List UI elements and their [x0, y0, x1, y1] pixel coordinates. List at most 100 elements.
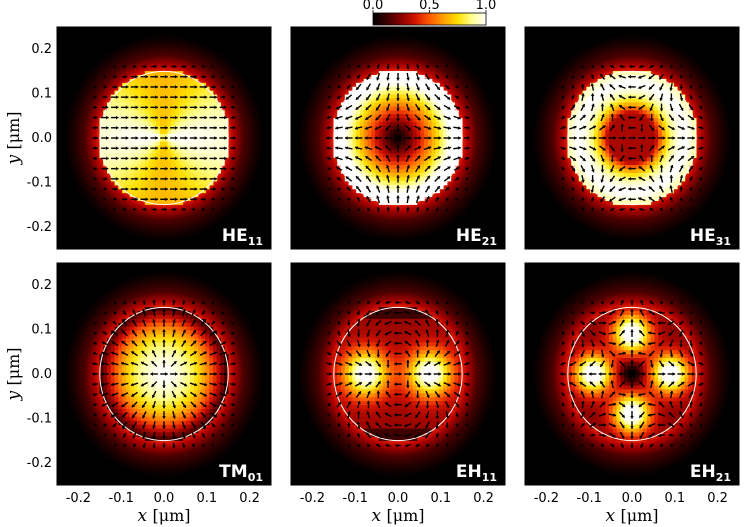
field-arrowhead: [194, 74, 197, 79]
field-arrowhead: [358, 362, 362, 366]
field-arrowhead: [115, 166, 119, 171]
field-arrowhead: [230, 322, 234, 326]
field-arrowhead: [454, 198, 458, 202]
field-arrowhead: [621, 414, 625, 418]
field-arrowhead: [698, 188, 703, 192]
field-arrowhead: [466, 125, 470, 130]
field-arrowhead: [464, 331, 468, 336]
field-arrowhead: [561, 116, 566, 120]
field-arrowhead: [570, 353, 574, 357]
field-arrowhead: [193, 393, 197, 397]
field-arrowhead: [142, 329, 146, 333]
field-arrowhead: [689, 85, 693, 89]
field-arrowhead: [670, 64, 674, 68]
field-arrow: [700, 444, 702, 447]
field-arrowhead: [396, 108, 400, 112]
field-arrowhead: [231, 177, 235, 181]
field-arrowhead: [335, 146, 339, 150]
field-arrowhead: [384, 433, 388, 437]
field-arrowhead: [445, 425, 450, 428]
field-arrowhead: [639, 381, 643, 385]
field-arrowhead: [669, 107, 674, 111]
field-arrowhead: [326, 146, 330, 151]
field-arrowhead: [692, 372, 695, 376]
field-arrowhead: [436, 96, 441, 100]
field-arrowhead: [232, 115, 236, 120]
field-arrowhead: [404, 320, 408, 325]
field-arrowhead: [570, 321, 575, 325]
field-arrowhead: [231, 187, 234, 191]
field-arrowhead: [336, 95, 341, 99]
field-arrowhead: [165, 74, 168, 79]
field-arrowhead: [426, 96, 430, 101]
mode-name: HE: [690, 226, 716, 246]
field-arrowhead: [162, 299, 166, 303]
field-arrowhead: [376, 390, 381, 394]
field-arrowhead: [94, 105, 98, 110]
field-arrowhead: [155, 85, 158, 89]
field-arrowhead: [132, 414, 136, 418]
panel-eh21: EH21: [524, 262, 740, 486]
field-arrowhead: [563, 136, 566, 140]
field-arrowhead: [211, 64, 215, 69]
field-arrowhead: [172, 309, 176, 312]
field-arrowhead: [155, 156, 158, 161]
field-arrowhead: [619, 64, 623, 69]
field-arrowhead: [405, 350, 409, 354]
field-arrowhead: [111, 351, 115, 355]
field-arrowhead: [184, 74, 188, 79]
field-arrowhead: [699, 167, 703, 171]
field-arrowhead: [425, 434, 429, 438]
field-arrowhead: [560, 424, 565, 428]
field-arrowhead: [591, 65, 595, 69]
field-arrowhead: [601, 301, 605, 305]
field-arrowhead: [570, 310, 574, 314]
field-arrowhead: [601, 114, 605, 118]
field-arrowhead: [426, 350, 430, 354]
field-arrowhead: [689, 343, 693, 347]
field-arrowhead: [689, 96, 693, 100]
field-arrowhead: [581, 344, 585, 348]
field-arrowhead: [592, 147, 596, 151]
field-arrowhead: [455, 95, 460, 99]
field-arrowhead: [338, 352, 342, 356]
field-arrowhead: [638, 351, 642, 356]
field-arrowhead: [376, 77, 380, 81]
field-arrowhead: [203, 74, 206, 79]
field-arrowhead: [214, 105, 217, 110]
field-arrowhead: [232, 166, 235, 171]
field-arrowhead: [633, 136, 636, 140]
field-arrowhead: [106, 115, 109, 120]
field-arrowhead: [681, 382, 685, 386]
field-arrowhead: [121, 403, 125, 407]
field-arrowhead: [620, 300, 624, 304]
field-arrowhead: [415, 330, 419, 334]
field-arrowhead: [366, 323, 370, 327]
field-arrowhead: [104, 432, 108, 437]
field-arrowhead: [610, 94, 614, 98]
field-arrowhead: [396, 128, 400, 132]
field-arrowhead: [659, 354, 664, 358]
field-arrowhead: [192, 425, 196, 429]
field-arrowhead: [135, 146, 139, 151]
field-arrowhead: [405, 300, 409, 305]
field-arrowhead: [111, 403, 115, 407]
field-arrowhead: [111, 361, 115, 366]
field-arrowhead: [184, 85, 188, 89]
field-arrowhead: [446, 404, 450, 408]
field-arrowhead: [131, 351, 135, 355]
field-arrowhead: [386, 155, 390, 159]
field-arrowhead: [115, 95, 119, 99]
field-arrowhead: [231, 332, 235, 336]
field-arrowhead: [356, 86, 360, 90]
field-arrowhead: [628, 105, 631, 110]
field-arrowhead: [579, 362, 583, 366]
field-arrowhead: [132, 309, 136, 313]
field-arrowhead: [437, 116, 441, 120]
field-arrowhead: [455, 177, 460, 181]
y-tick-label: -0.2: [27, 456, 52, 471]
field-arrowhead: [125, 85, 129, 89]
field-arrowhead: [638, 176, 642, 180]
field-arrowhead: [581, 321, 585, 325]
field-arrowhead: [679, 87, 684, 90]
